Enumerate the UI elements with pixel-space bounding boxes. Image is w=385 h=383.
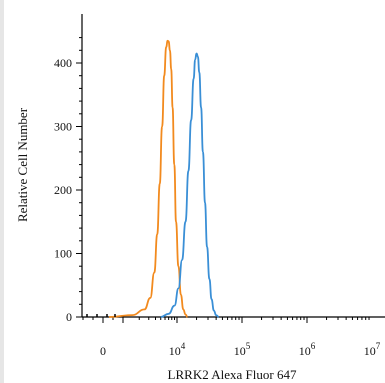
x-tick-label: 0	[100, 344, 106, 358]
panel-left-border	[0, 0, 4, 383]
blue-histogram-line	[160, 52, 219, 318]
y-tick-label: 400	[54, 56, 72, 70]
axes	[81, 14, 385, 318]
y-tick-label: 100	[54, 247, 72, 261]
y-axis-title: Relative Cell Number	[15, 107, 30, 222]
series-group	[86, 39, 219, 318]
x-tick-label: 104	[169, 341, 186, 358]
y-tick-label: 0	[66, 310, 72, 324]
y-axis-ticks: 0 100 200 300 400	[54, 37, 82, 324]
x-axis-ticks: 0 104 105 106 107	[82, 317, 381, 358]
x-tick-label: 105	[234, 341, 251, 358]
y-tick-label: 200	[54, 183, 72, 197]
y-tick-label: 300	[54, 120, 72, 134]
x-axis-title: LRRK2 Alexa Fluor 647	[168, 367, 297, 382]
x-tick-label: 106	[299, 341, 316, 358]
orange-histogram-line	[108, 39, 188, 318]
x-tick-label: 107	[364, 341, 381, 358]
